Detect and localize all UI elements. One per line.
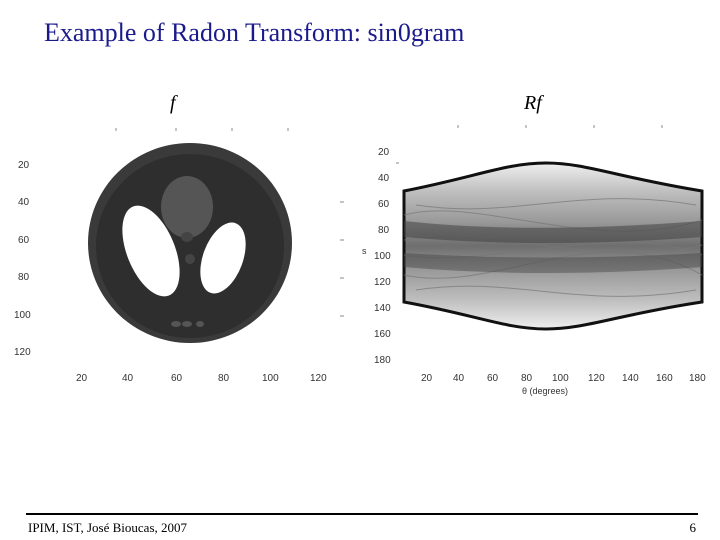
right-ytick: 40 [378, 173, 390, 184]
slide-title: Example of Radon Transform: sin0gram [44, 18, 465, 47]
right-xtick: 140 [622, 373, 639, 384]
right-ytick: 140 [374, 303, 391, 314]
right-ytick: 80 [378, 225, 390, 236]
left-ytick: 100 [14, 310, 31, 321]
right-ytick: 20 [378, 147, 390, 158]
left-xtick: 120 [310, 373, 327, 384]
right-xtick: 20 [421, 373, 433, 384]
right-xtick: 100 [552, 373, 569, 384]
right-xtick: 180 [689, 373, 706, 384]
left-ytick: 60 [18, 235, 30, 246]
left-ytick: 120 [14, 347, 31, 358]
left-ytick: 20 [18, 160, 30, 171]
left-xtick: 80 [218, 373, 230, 384]
sinogram-image [396, 125, 704, 331]
right-ytick: 60 [378, 199, 390, 210]
right-ytick: 160 [374, 329, 391, 340]
left-xtick: 20 [76, 373, 88, 384]
phantom-center-blob [161, 176, 213, 238]
left-xtick: 40 [122, 373, 134, 384]
right-ytick: 120 [374, 277, 391, 288]
right-xtick: 120 [588, 373, 605, 384]
page-number: 6 [689, 520, 697, 535]
footer-divider [26, 513, 698, 515]
right-xtick: 160 [656, 373, 673, 384]
left-ytick: 40 [18, 197, 30, 208]
right-xlabel: θ (degrees) [522, 386, 569, 396]
right-ytick: 100 [374, 251, 391, 262]
phantom-right-ellipse [200, 222, 246, 294]
left-xtick: 100 [262, 373, 279, 384]
right-xtick: 60 [487, 373, 499, 384]
right-plot-title: Rf [524, 92, 542, 114]
phantom-brain [96, 154, 284, 338]
right-ytick: 180 [374, 355, 391, 366]
left-plot-title: f [170, 92, 176, 114]
right-xtick: 80 [521, 373, 533, 384]
right-xtick: 40 [453, 373, 465, 384]
left-ytick: 80 [18, 272, 30, 283]
left-xtick: 60 [171, 373, 183, 384]
phantom-image [88, 128, 344, 343]
right-ylabel: s [362, 246, 367, 256]
phantom-left-ellipse [122, 205, 180, 297]
footer-credit: IPIM, IST, José Bioucas, 2007 [28, 520, 188, 535]
